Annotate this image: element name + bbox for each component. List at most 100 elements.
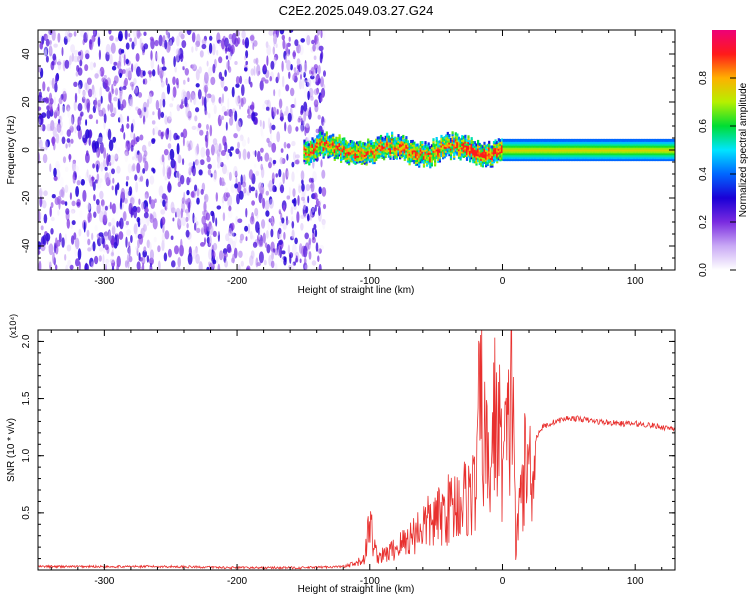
spectrogram-cell	[535, 154, 539, 158]
spectrogram-cell	[362, 149, 365, 153]
spectrogram-cell	[561, 156, 564, 160]
spectrogram-cell	[629, 148, 633, 152]
spectrogram-cell	[612, 158, 615, 162]
spectrogram-cell	[435, 150, 438, 154]
spectrogram-cell	[660, 146, 663, 150]
spectrogram-cell	[221, 115, 224, 121]
spectrogram-cell	[598, 144, 601, 148]
spectrogram-cell	[39, 139, 43, 150]
spectrogram-cell	[230, 112, 234, 119]
spectrogram-cell	[383, 153, 386, 157]
spectrogram-cell	[548, 158, 551, 162]
spectrogram-cell	[357, 152, 360, 156]
spectrogram-cell	[308, 143, 311, 147]
spectrogram-cell	[399, 144, 402, 148]
spectrogram-cell	[647, 150, 650, 154]
spectrogram-cell	[164, 205, 167, 210]
spectrogram-cell	[628, 138, 631, 142]
spectrogram-cell	[375, 142, 378, 146]
spectrogram-cell	[606, 156, 609, 160]
spectrogram-cell	[446, 131, 449, 135]
spectrogram-cell	[671, 158, 674, 162]
spectrogram-cell	[194, 184, 198, 192]
spectrogram-cell	[387, 150, 390, 154]
spectrogram-cell	[243, 187, 247, 194]
spectrogram-cell	[111, 237, 115, 248]
spectrogram-cell	[516, 138, 519, 142]
spectrogram-cell	[91, 89, 97, 99]
spectrogram-cell	[176, 143, 180, 155]
spectrogram-cell	[618, 150, 621, 154]
spectrogram-cell	[109, 258, 115, 264]
spectrogram-cell	[625, 150, 628, 154]
spectrogram-cell	[403, 150, 406, 154]
spectrogram-cell	[583, 142, 586, 146]
spectrogram-cell	[480, 144, 483, 148]
spectrogram-cell	[606, 146, 609, 150]
spectrogram-cell	[296, 69, 300, 76]
spectrogram-cell	[311, 148, 314, 152]
spectrogram-cell	[367, 144, 370, 148]
spectrogram-cell	[504, 146, 507, 150]
spectrogram-cell	[384, 147, 387, 151]
spectrogram-cell	[209, 124, 213, 137]
spectrogram-cell	[160, 111, 165, 118]
spectrogram-cell	[553, 156, 556, 160]
spectrogram-cell	[528, 148, 531, 152]
spectrogram-cell	[177, 257, 181, 268]
spectrogram-cell	[168, 112, 173, 120]
spectrogram-cell	[413, 153, 416, 157]
spectrogram-cell	[518, 150, 521, 154]
spectrogram-cell	[666, 152, 669, 156]
spectrogram-cell	[402, 134, 405, 138]
spectrogram-cell	[320, 159, 323, 168]
spectrogram-cell	[170, 87, 174, 98]
spectrogram-cell	[346, 143, 349, 147]
spectrogram-cell	[540, 158, 543, 162]
spectrogram-cell	[601, 144, 604, 148]
spectrogram-cell	[448, 134, 451, 137]
spectrogram-cell	[306, 147, 309, 150]
spectrogram-cell	[598, 154, 601, 158]
spectrogram-cell	[475, 149, 478, 153]
spectrogram-cell	[561, 152, 564, 156]
spectrogram-cell	[555, 148, 558, 152]
spectrogram-cell	[305, 206, 309, 214]
spectrogram-cell	[325, 150, 328, 154]
spectrogram-cell	[492, 150, 496, 154]
spectrogram-cell	[112, 177, 115, 184]
spectrogram-cell	[206, 94, 209, 103]
spectrogram-cell	[207, 168, 212, 176]
spectrogram-cell	[148, 114, 153, 120]
spectrogram-cell	[392, 141, 395, 145]
spectrogram-cell	[556, 154, 559, 158]
spectrogram-cell	[550, 152, 553, 156]
spectrogram-cell	[618, 158, 621, 162]
spectrogram-cell	[317, 64, 321, 75]
spectrogram-cell	[300, 191, 306, 199]
y-tick-label: 2.0	[21, 334, 32, 348]
spectrogram-cell	[392, 157, 395, 160]
spectrogram-cell	[567, 156, 570, 160]
spectrogram-cell	[391, 150, 394, 154]
spectrogram-cell	[427, 142, 430, 146]
spectrogram-cell	[344, 153, 347, 157]
spectrogram-cell	[602, 148, 605, 152]
spectrogram-cell	[537, 150, 540, 154]
spectrogram-cell	[206, 124, 209, 131]
spectrogram-cell	[561, 142, 564, 146]
spectrogram-cell	[477, 143, 480, 147]
spectrogram-cell	[510, 156, 513, 160]
spectrogram-cell	[375, 140, 378, 144]
spectrogram-cell	[230, 222, 235, 231]
spectrogram-cell	[264, 79, 269, 84]
spectrogram-cell	[451, 139, 454, 142]
spectrogram-cell	[258, 182, 263, 191]
spectrogram-cell	[79, 59, 83, 67]
spectrogram-cell	[360, 158, 363, 162]
spectrogram-cell	[449, 155, 453, 159]
spectrogram-cell	[540, 156, 543, 160]
spectrogram-cell	[442, 146, 445, 150]
spectrogram-cell	[376, 155, 379, 159]
spectrogram-cell	[247, 105, 251, 117]
